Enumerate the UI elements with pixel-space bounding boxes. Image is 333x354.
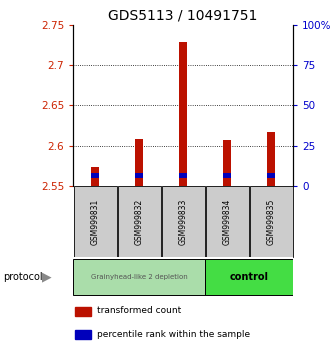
Bar <box>267 173 275 178</box>
Bar <box>223 140 231 186</box>
Bar <box>249 186 293 257</box>
Text: GSM999832: GSM999832 <box>135 199 144 245</box>
Bar <box>162 186 205 257</box>
Text: GSM999834: GSM999834 <box>222 199 232 245</box>
Bar <box>91 173 99 178</box>
Bar <box>91 166 99 186</box>
Bar <box>267 132 275 186</box>
Bar <box>135 173 143 178</box>
Text: percentile rank within the sample: percentile rank within the sample <box>98 330 250 339</box>
Bar <box>179 173 187 178</box>
Text: transformed count: transformed count <box>98 306 182 315</box>
Bar <box>205 186 249 257</box>
Text: GSM999835: GSM999835 <box>266 199 276 245</box>
Text: GSM999831: GSM999831 <box>91 199 100 245</box>
Text: Grainyhead-like 2 depletion: Grainyhead-like 2 depletion <box>91 274 187 280</box>
Bar <box>223 173 231 178</box>
Text: ▶: ▶ <box>42 270 51 284</box>
Bar <box>76 330 91 339</box>
Bar <box>73 259 205 295</box>
Bar <box>179 42 187 186</box>
Text: control: control <box>229 272 269 282</box>
Text: GSM999833: GSM999833 <box>178 199 188 245</box>
Bar <box>76 307 91 316</box>
Bar <box>205 259 293 295</box>
Title: GDS5113 / 10491751: GDS5113 / 10491751 <box>109 8 258 22</box>
Bar <box>135 139 143 186</box>
Text: protocol: protocol <box>3 272 43 282</box>
Bar <box>74 186 117 257</box>
Bar <box>118 186 161 257</box>
